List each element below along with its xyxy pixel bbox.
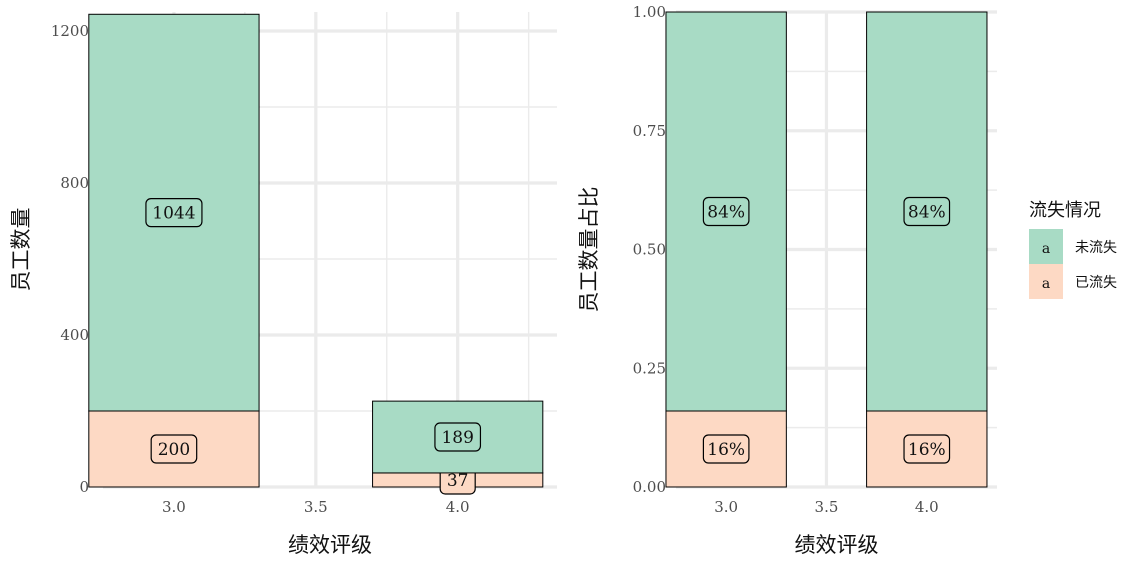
data-label: 37 bbox=[447, 471, 469, 491]
data-label: 84% bbox=[908, 203, 946, 223]
x-axis-title: 绩效评级 bbox=[288, 533, 372, 557]
data-label-box bbox=[145, 198, 203, 228]
x-tick-label: 3.5 bbox=[304, 498, 328, 516]
y-tick-label: 0.00 bbox=[633, 478, 666, 496]
y-axis-title: 员工数量占比 bbox=[577, 187, 601, 313]
data-label: 16% bbox=[908, 440, 946, 460]
legend-title: 流失情况 bbox=[1029, 200, 1101, 221]
y-tick-label: 0.50 bbox=[633, 241, 666, 259]
panel-employee-count: 0 400 800 1200 3.0 3.5 4.0 绩效评级 员工数量 200 37 1044 189 bbox=[9, 12, 557, 557]
x-axis-title: 绩效评级 bbox=[795, 533, 879, 557]
y-axis-title: 员工数量 bbox=[9, 208, 33, 292]
y-tick-label: 1.00 bbox=[633, 3, 666, 21]
y-tick-label: 0.25 bbox=[633, 359, 666, 377]
legend-key-glyph: a bbox=[1042, 241, 1050, 257]
legend-key-glyph: a bbox=[1042, 276, 1050, 292]
data-label: 84% bbox=[707, 203, 745, 223]
legend-key bbox=[1029, 264, 1063, 299]
data-label: 16% bbox=[707, 440, 745, 460]
legend: 流失情况 a 未流失 a 已流失 bbox=[1029, 200, 1117, 299]
legend-item-label: 已流失 bbox=[1075, 275, 1117, 291]
x-tick-label: 4.0 bbox=[915, 498, 939, 516]
y-tick-label: 800 bbox=[60, 174, 89, 192]
data-label: 189 bbox=[441, 428, 473, 448]
y-tick-label: 400 bbox=[60, 326, 89, 344]
x-tick-label: 3.0 bbox=[714, 498, 738, 516]
data-label: 200 bbox=[158, 440, 190, 460]
data-label-box bbox=[903, 434, 951, 464]
data-label-box bbox=[434, 422, 482, 452]
legend-item-label: 未流失 bbox=[1075, 240, 1117, 256]
x-tick-label: 3.5 bbox=[815, 498, 839, 516]
legend-key bbox=[1029, 229, 1063, 264]
y-tick-label: 0 bbox=[79, 478, 89, 496]
data-label: 1044 bbox=[152, 204, 195, 224]
panel-employee-proportion: 0.00 0.25 0.50 0.75 1.00 3.0 3.5 4.0 绩效评级 员工数量占比 1… bbox=[577, 3, 997, 557]
x-tick-label: 4.0 bbox=[446, 498, 470, 516]
y-tick-label: 1200 bbox=[51, 22, 89, 40]
data-label-box bbox=[150, 434, 198, 464]
data-label-box bbox=[702, 434, 750, 464]
y-tick-label: 0.75 bbox=[633, 122, 666, 140]
data-label-box bbox=[702, 196, 750, 227]
data-label-box bbox=[903, 196, 951, 227]
x-tick-label: 3.0 bbox=[162, 498, 186, 516]
